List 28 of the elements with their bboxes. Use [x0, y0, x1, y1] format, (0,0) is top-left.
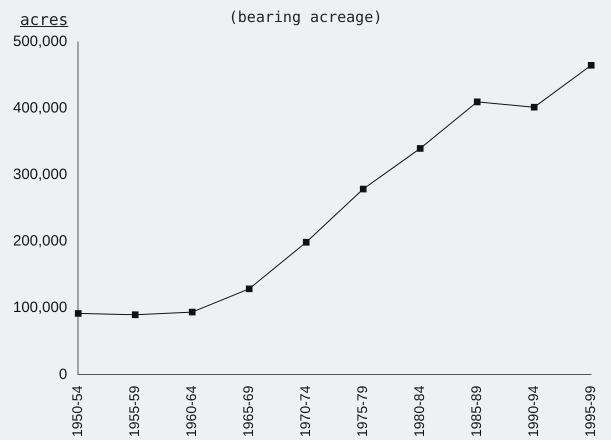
x-tick-label: 1980-84 [411, 385, 428, 438]
y-tick-label: 500,000 [12, 33, 68, 50]
x-tick-label: 1995-99 [582, 385, 598, 438]
y-tick-label: 100,000 [12, 299, 68, 316]
x-tick-label: 1975-79 [354, 385, 370, 438]
y-tick-label: 300,000 [12, 166, 68, 184]
x-tick-label: 1960-64 [183, 385, 200, 438]
x-tick-label: 1990-94 [525, 385, 542, 438]
y-tick-label: 0 [58, 366, 68, 383]
y-tick-label: 200,000 [12, 232, 68, 250]
chart-subtitle: (bearing acreage) [228, 8, 382, 26]
point [360, 186, 367, 192]
y-axis-title: acres [20, 10, 68, 29]
point [474, 98, 481, 106]
x-tick-label: 1985-89 [468, 385, 484, 438]
x-tick-label: 1950-54 [69, 385, 86, 438]
point [416, 145, 424, 152]
x-tick-label: 1965-69 [240, 385, 256, 438]
point [302, 238, 310, 246]
point [74, 310, 82, 317]
point [530, 104, 538, 111]
x-tick-label: 1955-59 [126, 385, 142, 438]
point [588, 62, 595, 69]
x-tick-label: 1970-74 [297, 385, 314, 438]
y-tick-label: 400,000 [12, 100, 68, 117]
point [188, 308, 196, 316]
point [246, 285, 253, 292]
point [132, 311, 139, 318]
